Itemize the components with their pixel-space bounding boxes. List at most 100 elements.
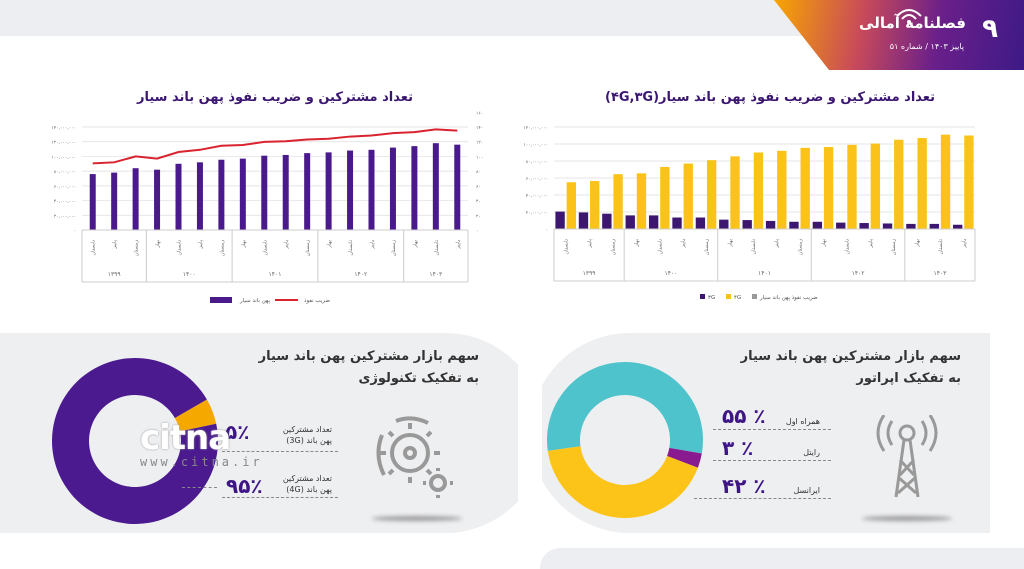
bar xyxy=(218,159,225,230)
bar xyxy=(660,166,670,229)
title-line-1: سهم بازار مشترکین پهن باند سیار xyxy=(258,349,479,364)
y-tick-label: ۲۰,۰۰۰,۰۰۰ xyxy=(54,214,76,219)
bar xyxy=(765,220,776,229)
donut-slice xyxy=(174,399,217,432)
category-label: پاییز xyxy=(455,239,461,249)
bar xyxy=(389,147,396,230)
category-label: تابستان xyxy=(657,238,663,254)
donut-slice xyxy=(547,362,703,454)
bar xyxy=(325,152,332,230)
bar xyxy=(706,160,717,229)
category-label: تابستان xyxy=(434,239,440,255)
bar xyxy=(89,174,96,230)
technology-donut xyxy=(52,358,218,524)
category-label: زمستان xyxy=(610,238,616,255)
year-label: ۱۴۰۲ xyxy=(852,270,865,277)
bottom-band xyxy=(540,548,1024,569)
legend-swatch-3g xyxy=(700,294,705,299)
bar xyxy=(132,168,139,230)
y-tick-label: ۱۲۰,۰۰۰,۰۰۰ xyxy=(51,141,76,146)
4g-pct: ۹۵٪ xyxy=(226,474,263,498)
y-tick-label: ۶۰,۰۰۰,۰۰۰ xyxy=(526,177,548,182)
gears-icon xyxy=(376,416,453,498)
bar xyxy=(929,223,939,229)
y2-tick-label: ۶۰ xyxy=(476,185,481,190)
irancell-pct: ۴۲ ٪ xyxy=(722,474,766,498)
bar xyxy=(940,134,951,229)
bar xyxy=(261,155,268,230)
category-label: بهار xyxy=(634,239,640,248)
penetration-line xyxy=(92,128,458,165)
y-tick-label: ۰ xyxy=(74,229,76,234)
category-label: زمستان xyxy=(391,239,397,256)
bar xyxy=(566,182,576,229)
operator-share-title: سهم بازار مشترکین پهن باند سیار به تفکیک… xyxy=(661,346,961,390)
bar xyxy=(196,162,203,230)
category-label: پاییز xyxy=(587,238,593,248)
category-label: پاییز xyxy=(868,238,874,248)
bar xyxy=(800,147,810,229)
category-label: زمستان xyxy=(305,239,311,256)
antenna-tower-icon xyxy=(876,415,938,498)
bar xyxy=(625,215,635,229)
legend-label-penetration: ضریب نفوذ xyxy=(304,298,330,304)
category-label: زمستان xyxy=(704,238,710,255)
3g-label: تعداد مشترکین پهن باند (3G) xyxy=(282,425,332,445)
y-tick-label: ۱۲۰,۰۰۰,۰۰۰ xyxy=(523,126,548,131)
bar xyxy=(964,135,974,229)
y-tick-label: ۱۰۰,۰۰۰,۰۰۰ xyxy=(523,143,548,148)
bar xyxy=(613,174,623,229)
legend-swatch-4g xyxy=(726,294,731,299)
legend-label-subscribers: پهن باند سیار xyxy=(239,298,270,304)
bar xyxy=(282,154,289,230)
category-label: پاییز xyxy=(961,238,967,248)
bar xyxy=(555,211,565,229)
bar xyxy=(304,153,311,230)
y-tick-label: ۱۰۰,۰۰۰,۰۰۰ xyxy=(51,155,76,160)
bar xyxy=(719,219,729,229)
bar xyxy=(753,152,764,229)
page-number: ۹ xyxy=(982,14,998,44)
hamrah-aval-pct: ۵۵ ٪ xyxy=(722,404,766,428)
issue-info: پاییز ۱۴۰۳ / شماره ۵۱ xyxy=(889,42,964,51)
y2-tick-label: ۸۰ xyxy=(476,170,481,175)
category-label: زمستان xyxy=(219,239,225,256)
bar xyxy=(953,224,963,229)
legend-label-3g: ۳G xyxy=(708,295,715,301)
magazine-header: ۹ فصلنامه آمالی پاییز ۱۴۰۳ / شماره ۵۱ xyxy=(774,0,1024,70)
bar xyxy=(239,158,246,230)
y-tick-label: ۱۴۰,۰۰۰,۰۰۰ xyxy=(51,126,76,131)
y-tick-label: ۶۰,۰۰۰,۰۰۰ xyxy=(54,185,76,190)
wifi-icon xyxy=(896,9,922,24)
title-line-2: به تفکیک اپراتور xyxy=(856,371,961,386)
donut-slice xyxy=(667,447,702,468)
y2-tick-label: ۱۲۰ xyxy=(476,141,483,146)
bar xyxy=(917,138,927,229)
bar xyxy=(411,146,418,230)
4g-label: تعداد مشترکین پهن باند (4G) xyxy=(282,474,332,494)
category-label: پاییز xyxy=(112,239,118,249)
y2-tick-label: ۱۴۰ xyxy=(476,126,483,131)
year-label: ۱۴۰۰ xyxy=(664,270,677,277)
irancell-label: ایرانسل xyxy=(793,486,820,495)
rightel-pct: ۳ ٪ xyxy=(722,436,754,460)
y2-tick-label: ۲۰ xyxy=(476,214,481,219)
category-label: بهار xyxy=(915,239,921,248)
category-label: تابستان xyxy=(262,239,268,255)
category-label: تابستان xyxy=(348,239,354,255)
bar xyxy=(836,222,846,229)
rightel-label: رایتل xyxy=(803,448,820,457)
category-label: بهار xyxy=(241,240,247,249)
y-tick-label: ۸۰,۰۰۰,۰۰۰ xyxy=(526,160,548,165)
category-label: بهار xyxy=(821,239,827,248)
bar xyxy=(154,169,161,230)
y-tick-label: ۴۰,۰۰۰,۰۰۰ xyxy=(526,194,548,199)
bar xyxy=(859,223,869,229)
category-label: تابستان xyxy=(564,238,570,254)
total-subscribers-chart: ۰ ۲۰,۰۰۰,۰۰۰ ۴۰,۰۰۰,۰۰۰ ۶۰,۰۰۰,۰۰۰ ۸۰,۰۰۰,۰۰… xyxy=(51,111,483,304)
year-label: ۱۳۹۹ xyxy=(108,271,121,278)
y-tick-label: ۲۰,۰۰۰,۰۰۰ xyxy=(526,211,548,216)
bar xyxy=(894,139,904,229)
bar xyxy=(648,215,659,229)
category-label: زمستان xyxy=(134,239,140,256)
